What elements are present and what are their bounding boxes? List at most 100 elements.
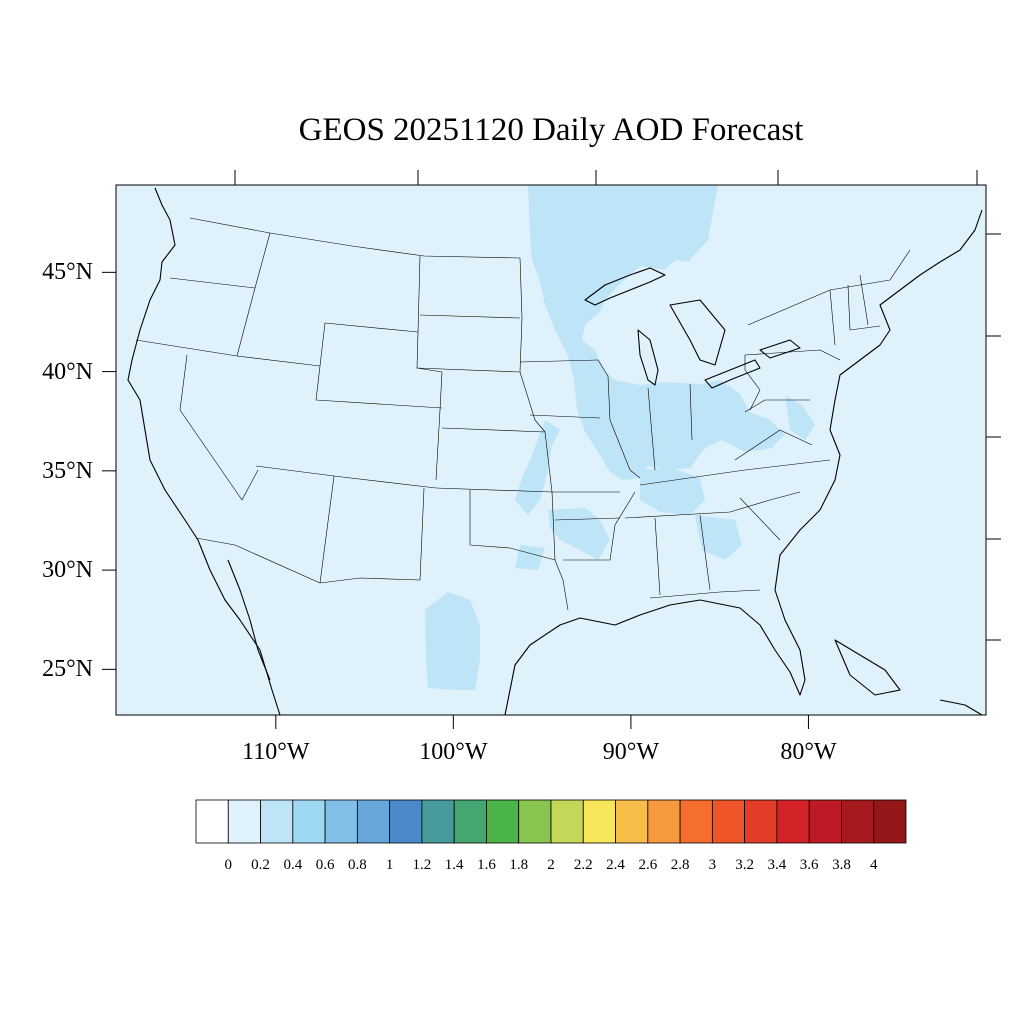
- colorbar-swatch: [324, 799, 358, 844]
- colorbar-swatch: [582, 799, 616, 844]
- lake-erie: [704, 359, 761, 389]
- colorbar-swatch: [841, 799, 875, 844]
- plot-area: [115, 184, 987, 716]
- coast-gulf-atlantic: [504, 209, 983, 716]
- border-ne-ks: [441, 427, 546, 433]
- border-wa-or: [169, 277, 256, 289]
- colorbar-label: 0.4: [283, 857, 303, 873]
- border-plains-east: [519, 257, 569, 611]
- colorbar-swatch: [195, 799, 229, 844]
- border-us-canada-west: [189, 217, 521, 259]
- colorbar-swatch: [776, 799, 810, 844]
- coast-hispaniola: [939, 699, 983, 716]
- colorbar-swatch: [679, 799, 713, 844]
- border-nh: [859, 274, 869, 326]
- state-borders: [135, 217, 911, 611]
- border-nd-sd: [419, 314, 521, 319]
- colorbar-swatch: [421, 799, 455, 844]
- border-new-england: [847, 284, 881, 331]
- colorbar-swatch: [292, 799, 326, 844]
- border-ia-mo: [529, 414, 601, 419]
- colorbar-label: 3.4: [767, 857, 787, 873]
- colorbar-swatch: [518, 799, 552, 844]
- colorbar-swatch: [486, 799, 520, 844]
- colorbar-swatch: [873, 799, 907, 844]
- lat-label: 35°N: [42, 457, 93, 484]
- lon-label: 80°W: [780, 739, 837, 765]
- border-wy-mt: [319, 255, 421, 367]
- border-ok-tx: [469, 490, 556, 561]
- lat-label: 30°N: [42, 557, 93, 584]
- coast-pacific: [127, 187, 281, 716]
- border-mexico-west: [195, 487, 425, 584]
- border-ar-la: [554, 517, 621, 521]
- colorbar-swatch: [615, 799, 649, 844]
- aod-patch-south-texas: [425, 592, 480, 690]
- aod-plume-midwest: [528, 185, 785, 480]
- colorbar-label: 2.8: [670, 857, 690, 873]
- lat-label: 45°N: [42, 259, 93, 286]
- colorbar-label: 1.2: [412, 857, 432, 873]
- aod-patch-georgia: [695, 515, 742, 560]
- border-il-in: [647, 387, 656, 471]
- colorbar-swatch: [808, 799, 842, 844]
- border-ca-nv: [179, 354, 259, 501]
- border-pa-ny: [744, 349, 841, 411]
- aod-patch-arkansas: [548, 508, 610, 560]
- border-ny-vt: [829, 289, 836, 346]
- border-us-canada-east: [747, 249, 911, 326]
- lat-label: 25°N: [42, 656, 93, 683]
- border-fl-north: [649, 589, 761, 599]
- colorbar-label: 3.8: [832, 857, 851, 873]
- lake-huron: [669, 299, 726, 366]
- border-id-west: [236, 232, 271, 357]
- colorbar-swatch: [453, 799, 487, 844]
- aod-elevated-regions: [425, 185, 815, 690]
- colorbar-label: 3.6: [799, 857, 819, 873]
- border-in-oh: [689, 383, 693, 441]
- colorbar-swatch: [550, 799, 584, 844]
- colorbar-label: 0.6: [315, 857, 335, 873]
- colorbar-swatch: [711, 799, 746, 844]
- border-ms-al: [654, 517, 661, 596]
- lon-label: 90°W: [602, 739, 660, 765]
- border-tn-south: [624, 491, 801, 519]
- colorbar-label: 2: [547, 857, 555, 873]
- border-co-north: [315, 365, 443, 409]
- border-al-ga: [699, 514, 711, 591]
- colorbar-label: 2.4: [606, 857, 625, 873]
- aod-patch-mid-atlantic: [785, 395, 815, 440]
- border-il-west: [597, 359, 641, 479]
- border-ne-co: [416, 331, 443, 481]
- colorbar-swatch: [356, 799, 391, 844]
- colorbar-label: 4: [869, 857, 878, 873]
- coast-gulf-california: [227, 559, 271, 681]
- coastlines: [127, 187, 983, 716]
- lake-ontario: [759, 339, 801, 359]
- map-title: GEOS 20251120 Daily AOD Forecast: [298, 112, 804, 148]
- colorbar-label: 1.4: [444, 857, 464, 873]
- colorbar-label: 1: [385, 857, 394, 873]
- border-sd-ne: [416, 367, 521, 373]
- colorbar-label: 0: [224, 857, 233, 873]
- colorbar-swatch: [389, 799, 423, 844]
- plot-frame: [115, 184, 987, 716]
- colorbar-label: 0.2: [251, 857, 270, 873]
- border-ga-sc: [739, 497, 781, 541]
- colorbar-swatch: [744, 799, 778, 844]
- lon-label: 100°W: [419, 739, 488, 765]
- colorbar-swatch: [260, 799, 294, 844]
- colorbar-label: 3.2: [735, 857, 754, 873]
- lake-michigan: [637, 329, 659, 386]
- coast-cuba: [834, 639, 901, 696]
- colorbar-swatch: [647, 799, 681, 844]
- colorbar: [195, 799, 907, 844]
- aod-patch-tennessee: [640, 468, 705, 515]
- border-tn-ky: [639, 459, 831, 486]
- axis-ticks: [102, 170, 1001, 729]
- colorbar-label: 2.2: [573, 857, 593, 873]
- border-az-nm: [319, 475, 335, 584]
- border-md-va: [744, 399, 810, 413]
- colorbar-label: 2.6: [638, 857, 658, 873]
